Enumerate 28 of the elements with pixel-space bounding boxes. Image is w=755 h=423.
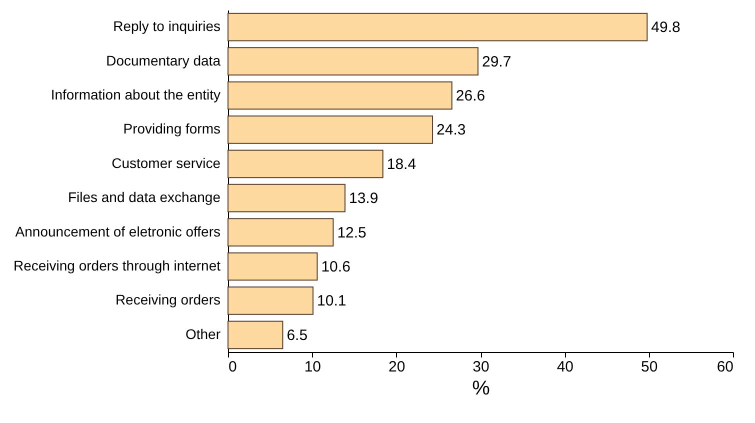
- x-tick-label: 20: [388, 358, 406, 376]
- x-tick-label: 0: [228, 358, 237, 376]
- x-tick-label: 40: [556, 358, 574, 376]
- data-label: 29.7: [482, 53, 512, 70]
- y-tick-label: Announcement of eletronic offers: [15, 223, 220, 240]
- x-tick-label: 30: [472, 358, 490, 376]
- data-label: 13.9: [348, 190, 378, 208]
- y-tick-label: Receiving orders: [115, 292, 220, 308]
- data-label: 10.1: [317, 292, 346, 310]
- y-tick-label: Reply to inquiries: [113, 18, 220, 34]
- y-tick-label: Information about the entity: [50, 86, 220, 102]
- y-tick-label: Providing forms: [123, 120, 220, 137]
- data-label: 49.8: [651, 19, 680, 36]
- x-axis-title: %: [472, 378, 490, 400]
- data-label: 24.3: [436, 122, 466, 139]
- y-tick-label: Other: [185, 326, 221, 342]
- y-tick-label: Customer service: [112, 154, 221, 171]
- data-label: 12.5: [337, 224, 366, 242]
- data-label: 10.6: [321, 258, 350, 276]
- data-label: 18.4: [386, 156, 416, 173]
- data-label: 26.6: [456, 88, 486, 104]
- x-tick-label: 50: [640, 358, 658, 376]
- x-tick-label: 60: [716, 358, 734, 376]
- data-label: 6.5: [286, 326, 308, 344]
- y-tick-label: Receiving orders through internet: [13, 258, 221, 274]
- y-tick-label: Documentary data: [106, 52, 221, 68]
- y-tick-label: Files and data exchange: [68, 189, 221, 206]
- x-tick-label: 10: [304, 358, 322, 376]
